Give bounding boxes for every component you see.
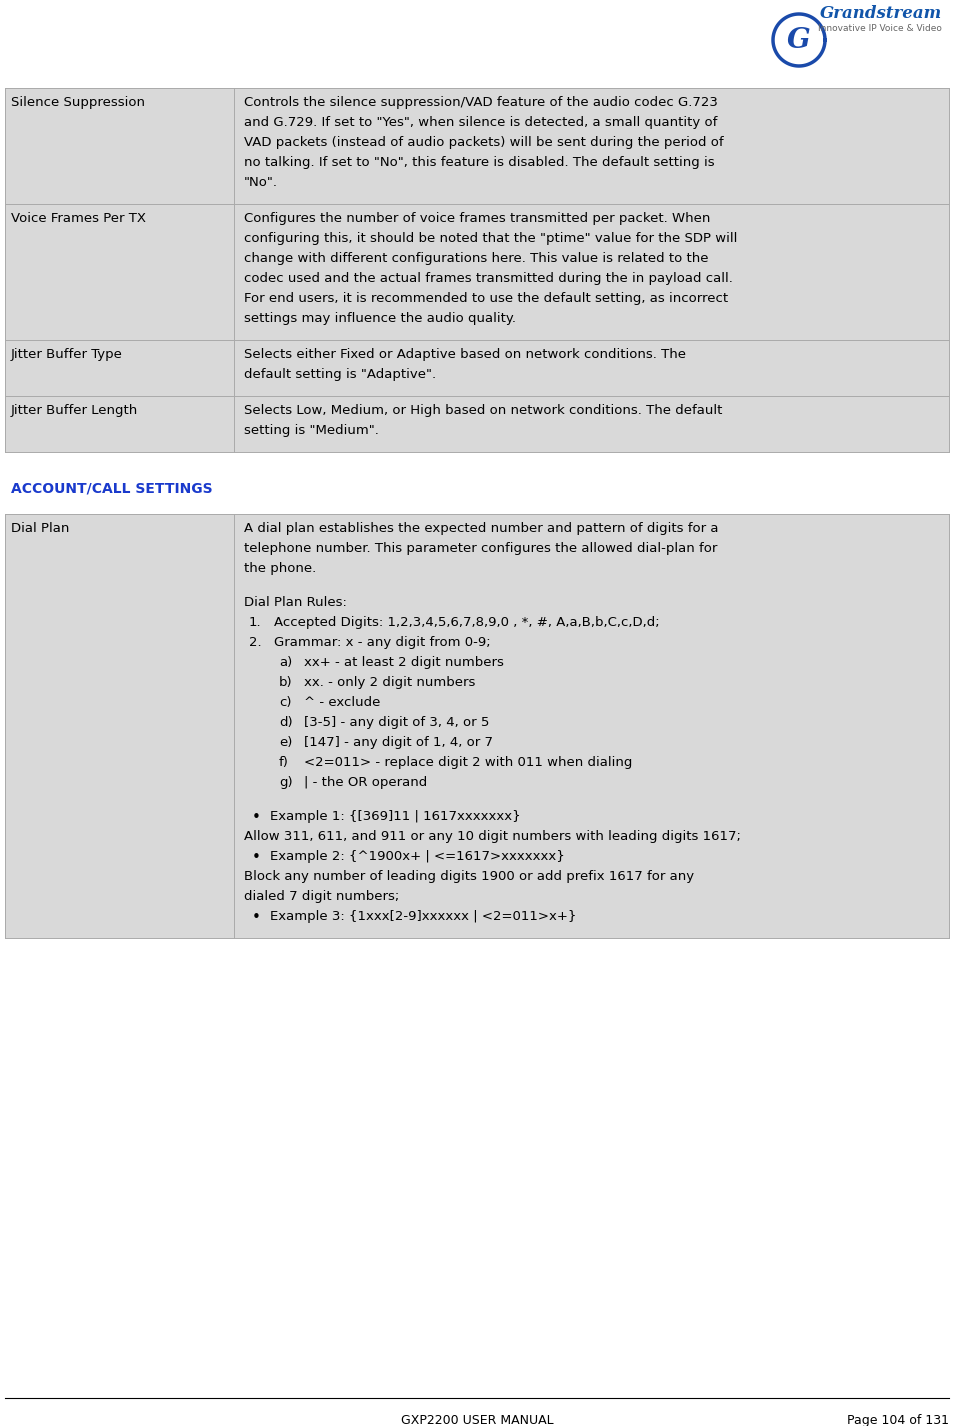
Text: VAD packets (instead of audio packets) will be sent during the period of: VAD packets (instead of audio packets) w… — [244, 135, 723, 148]
Bar — [5, 513, 948, 938]
Text: Controls the silence suppression/VAD feature of the audio codec G.723: Controls the silence suppression/VAD fea… — [244, 96, 717, 108]
Text: no talking. If set to "No", this feature is disabled. The default setting is: no talking. If set to "No", this feature… — [244, 155, 714, 170]
Text: Selects Low, Medium, or High based on network conditions. The default: Selects Low, Medium, or High based on ne… — [244, 404, 721, 416]
Text: [3-5] - any digit of 3, 4, or 5: [3-5] - any digit of 3, 4, or 5 — [304, 716, 489, 729]
Text: Page 104 of 131: Page 104 of 131 — [846, 1415, 948, 1426]
Bar — [5, 396, 948, 452]
Text: Selects either Fixed or Adaptive based on network conditions. The: Selects either Fixed or Adaptive based o… — [244, 348, 685, 361]
Text: Dial Plan Rules:: Dial Plan Rules: — [244, 596, 347, 609]
Text: GXP2200 USER MANUAL: GXP2200 USER MANUAL — [400, 1415, 553, 1426]
Text: Dial Plan: Dial Plan — [11, 522, 70, 535]
Text: A dial plan establishes the expected number and pattern of digits for a: A dial plan establishes the expected num… — [244, 522, 718, 535]
Text: d): d) — [278, 716, 293, 729]
Text: settings may influence the audio quality.: settings may influence the audio quality… — [244, 312, 516, 325]
Text: Allow 311, 611, and 911 or any 10 digit numbers with leading digits 1617;: Allow 311, 611, and 911 or any 10 digit … — [244, 830, 740, 843]
Text: ACCOUNT/CALL SETTINGS: ACCOUNT/CALL SETTINGS — [11, 482, 213, 496]
Text: •: • — [252, 850, 260, 866]
Text: Silence Suppression: Silence Suppression — [11, 96, 145, 108]
Text: c): c) — [278, 696, 292, 709]
Text: [147] - any digit of 1, 4, or 7: [147] - any digit of 1, 4, or 7 — [304, 736, 493, 749]
Bar — [5, 88, 948, 204]
Text: and G.729. If set to "Yes", when silence is detected, a small quantity of: and G.729. If set to "Yes", when silence… — [244, 116, 717, 128]
Text: g): g) — [278, 776, 293, 789]
Text: | - the OR operand: | - the OR operand — [304, 776, 427, 789]
Text: default setting is "Adaptive".: default setting is "Adaptive". — [244, 368, 436, 381]
Text: f): f) — [278, 756, 289, 769]
Text: 1.: 1. — [249, 616, 261, 629]
Text: xx. - only 2 digit numbers: xx. - only 2 digit numbers — [304, 676, 475, 689]
Text: ^ - exclude: ^ - exclude — [304, 696, 380, 709]
Text: Example 2: {^1900x+ | <=1617>xxxxxxx}: Example 2: {^1900x+ | <=1617>xxxxxxx} — [270, 850, 564, 863]
Text: Jitter Buffer Length: Jitter Buffer Length — [11, 404, 138, 416]
Text: telephone number. This parameter configures the allowed dial-plan for: telephone number. This parameter configu… — [244, 542, 717, 555]
Text: Example 1: {[369]11 | 1617xxxxxxx}: Example 1: {[369]11 | 1617xxxxxxx} — [270, 810, 520, 823]
Text: <2=011> - replace digit 2 with 011 when dialing: <2=011> - replace digit 2 with 011 when … — [304, 756, 632, 769]
Text: configuring this, it should be noted that the "ptime" value for the SDP will: configuring this, it should be noted tha… — [244, 232, 737, 245]
Text: Innovative IP Voice & Video: Innovative IP Voice & Video — [818, 24, 941, 33]
Text: Block any number of leading digits 1900 or add prefix 1617 for any: Block any number of leading digits 1900 … — [244, 870, 694, 883]
Text: Voice Frames Per TX: Voice Frames Per TX — [11, 212, 146, 225]
Text: 2.: 2. — [249, 636, 261, 649]
Text: codec used and the actual frames transmitted during the in payload call.: codec used and the actual frames transmi… — [244, 272, 732, 285]
Text: "No".: "No". — [244, 175, 277, 190]
Text: change with different configurations here. This value is related to the: change with different configurations her… — [244, 252, 708, 265]
Text: Jitter Buffer Type: Jitter Buffer Type — [11, 348, 123, 361]
Text: •: • — [252, 810, 260, 826]
Text: Accepted Digits: 1,2,3,4,5,6,7,8,9,0 , *, #, A,a,B,b,C,c,D,d;: Accepted Digits: 1,2,3,4,5,6,7,8,9,0 , *… — [274, 616, 659, 629]
Text: Example 3: {1xxx[2-9]xxxxxx | <2=011>x+}: Example 3: {1xxx[2-9]xxxxxx | <2=011>x+} — [270, 910, 576, 923]
Bar — [5, 339, 948, 396]
Text: •: • — [252, 910, 260, 925]
Text: b): b) — [278, 676, 293, 689]
Text: a): a) — [278, 656, 292, 669]
Text: G: G — [786, 27, 810, 54]
Text: xx+ - at least 2 digit numbers: xx+ - at least 2 digit numbers — [304, 656, 503, 669]
Text: dialed 7 digit numbers;: dialed 7 digit numbers; — [244, 890, 399, 903]
Text: e): e) — [278, 736, 292, 749]
Bar — [5, 204, 948, 339]
Text: For end users, it is recommended to use the default setting, as incorrect: For end users, it is recommended to use … — [244, 292, 727, 305]
Text: setting is "Medium".: setting is "Medium". — [244, 424, 378, 436]
Text: the phone.: the phone. — [244, 562, 315, 575]
Text: Grammar: x - any digit from 0-9;: Grammar: x - any digit from 0-9; — [274, 636, 490, 649]
Text: Configures the number of voice frames transmitted per packet. When: Configures the number of voice frames tr… — [244, 212, 710, 225]
Text: Grandstream: Grandstream — [819, 6, 941, 21]
